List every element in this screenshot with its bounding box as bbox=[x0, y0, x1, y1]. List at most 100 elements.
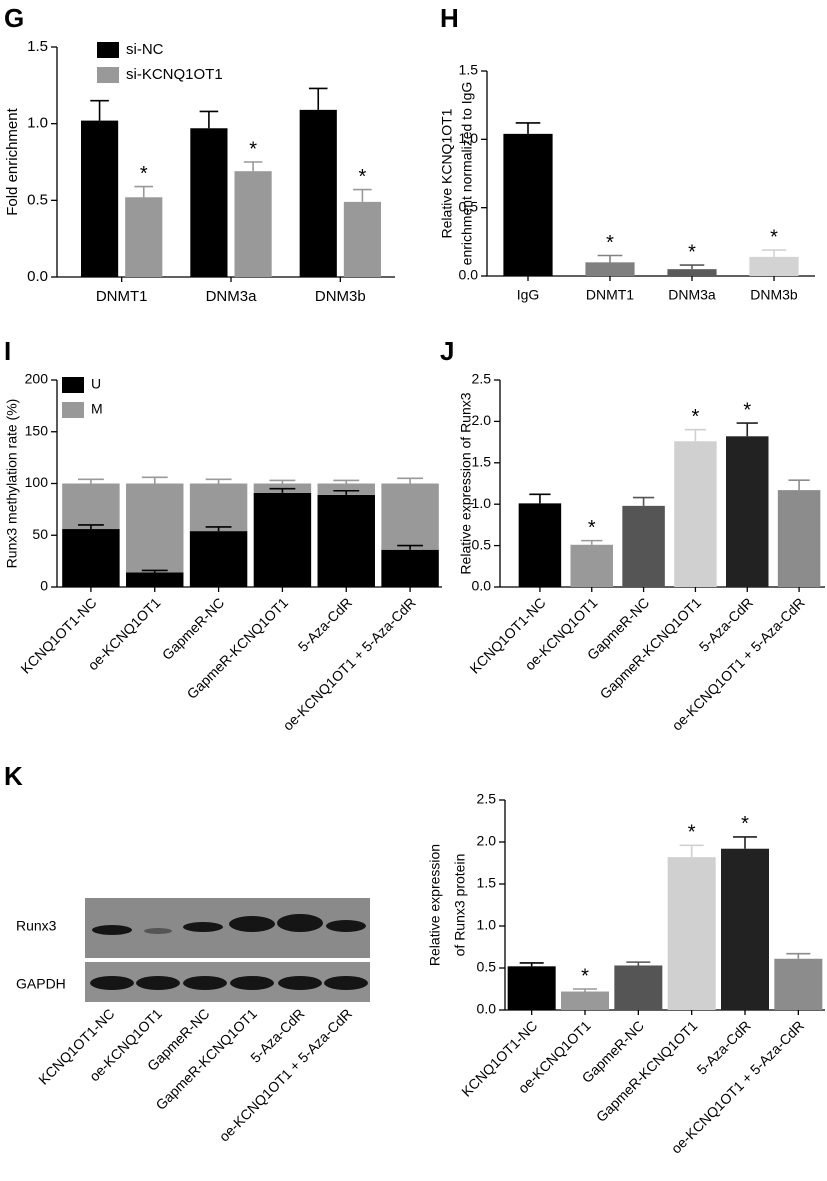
error-bar bbox=[581, 539, 603, 545]
blot-row-label: GAPDH bbox=[16, 976, 66, 992]
x-tick-label: DNMT1 bbox=[96, 288, 148, 305]
x-tick-label: oe-KCNQ1OT1 + 5-Aza-CdR bbox=[280, 594, 419, 733]
blot-runx3 bbox=[85, 898, 370, 958]
bar bbox=[80, 120, 119, 277]
y-tick-label: 0.5 bbox=[27, 191, 48, 208]
error-bar bbox=[733, 836, 757, 849]
y-tick-label: 0.0 bbox=[27, 268, 48, 285]
error-bar bbox=[353, 188, 372, 202]
x-tick-label: 5-Aza-CdR bbox=[295, 594, 355, 654]
y-axis-label: Fold enrichment bbox=[4, 107, 21, 215]
bar bbox=[343, 201, 382, 277]
significance-marker: * bbox=[606, 232, 614, 254]
x-tick-label: DNM3a bbox=[668, 287, 716, 303]
error-bar bbox=[308, 87, 328, 110]
x-tick-label: DNM3a bbox=[206, 288, 258, 305]
y-tick-label: 150 bbox=[25, 422, 49, 438]
significance-marker: * bbox=[741, 813, 749, 835]
y-tick-label: 1.0 bbox=[459, 130, 479, 146]
y-tick-label: 1.0 bbox=[477, 917, 497, 933]
bar bbox=[622, 505, 665, 587]
y-tick-label: 0.5 bbox=[477, 959, 497, 975]
legend-label: si-NC bbox=[126, 41, 164, 58]
y-tick-label: 1.0 bbox=[472, 495, 492, 511]
error-bar bbox=[788, 479, 810, 491]
error-bar bbox=[243, 161, 263, 172]
y-tick-label: 0.5 bbox=[472, 536, 492, 552]
legend-swatch bbox=[62, 377, 84, 393]
bar-segment bbox=[381, 483, 439, 550]
bar bbox=[561, 991, 609, 1010]
error-bar bbox=[626, 961, 651, 966]
error-bar bbox=[597, 254, 623, 263]
y-tick-label: 50 bbox=[32, 526, 48, 542]
error-bar bbox=[333, 489, 360, 495]
bar-segment bbox=[62, 529, 120, 587]
legend-label: M bbox=[91, 401, 103, 417]
error-bar bbox=[573, 988, 597, 992]
x-tick-label: GapmeR-NC bbox=[159, 594, 228, 663]
error-bar bbox=[269, 479, 296, 484]
bar bbox=[570, 544, 614, 587]
legend-swatch bbox=[62, 402, 84, 418]
bar bbox=[299, 109, 337, 277]
error-bar bbox=[269, 487, 296, 493]
error-bar bbox=[684, 428, 707, 442]
bar-segment bbox=[126, 572, 184, 587]
error-bar bbox=[77, 478, 104, 484]
error-bar bbox=[632, 496, 655, 506]
y-axis-label: Relative KCNQ1OT1 bbox=[439, 108, 455, 238]
significance-marker: * bbox=[140, 163, 148, 185]
significance-marker: * bbox=[581, 965, 589, 987]
bar bbox=[774, 958, 823, 1010]
blot-row-label: Runx3 bbox=[16, 918, 57, 934]
bar-segment bbox=[317, 483, 375, 495]
y-axis-label: of Runx3 protein bbox=[452, 854, 468, 957]
significance-marker: * bbox=[743, 399, 751, 421]
error-bar bbox=[515, 122, 541, 134]
y-tick-label: 0.0 bbox=[459, 267, 479, 283]
bar bbox=[190, 128, 228, 277]
panel-letter: K bbox=[4, 761, 23, 791]
y-tick-label: 2.5 bbox=[477, 791, 497, 807]
legend-label: U bbox=[91, 376, 101, 392]
error-bar bbox=[199, 110, 219, 129]
error-bar bbox=[761, 249, 787, 257]
y-axis-label: enrichment normalized to IgG bbox=[459, 82, 475, 266]
bar bbox=[503, 133, 553, 276]
y-tick-label: 2.0 bbox=[477, 833, 497, 849]
legend-swatch bbox=[97, 67, 119, 83]
error-bar bbox=[205, 478, 232, 484]
significance-marker: * bbox=[249, 138, 257, 160]
y-tick-label: 2.5 bbox=[472, 371, 492, 387]
significance-marker: * bbox=[692, 406, 700, 428]
error-bar bbox=[736, 422, 758, 437]
error-bar bbox=[786, 952, 811, 959]
x-tick-label: DNM3b bbox=[750, 287, 798, 303]
x-tick-label: DNM3b bbox=[315, 288, 366, 305]
error-bar bbox=[529, 493, 551, 504]
x-tick-label: DNMT1 bbox=[586, 287, 634, 303]
bar bbox=[614, 965, 663, 1010]
bar bbox=[125, 197, 163, 277]
error-bar bbox=[141, 476, 168, 484]
bar bbox=[667, 269, 717, 276]
significance-marker: * bbox=[588, 517, 596, 539]
y-tick-label: 1.0 bbox=[27, 115, 48, 132]
bands bbox=[90, 914, 368, 990]
error-bar bbox=[77, 524, 104, 530]
bar-segment bbox=[189, 483, 248, 532]
y-axis-label: Runx3 methylation rate (%) bbox=[4, 399, 20, 569]
y-tick-label: 0.0 bbox=[472, 578, 492, 594]
legend-swatch bbox=[97, 42, 119, 58]
error-bar bbox=[397, 544, 424, 550]
panel-letter: G bbox=[4, 3, 24, 33]
y-tick-label: 100 bbox=[25, 474, 49, 490]
bar bbox=[725, 436, 769, 587]
bar-segment bbox=[381, 549, 439, 587]
bar-segment bbox=[317, 494, 375, 587]
error-bar bbox=[141, 569, 168, 573]
y-tick-label: 0.5 bbox=[459, 198, 479, 214]
error-bar bbox=[679, 264, 705, 270]
